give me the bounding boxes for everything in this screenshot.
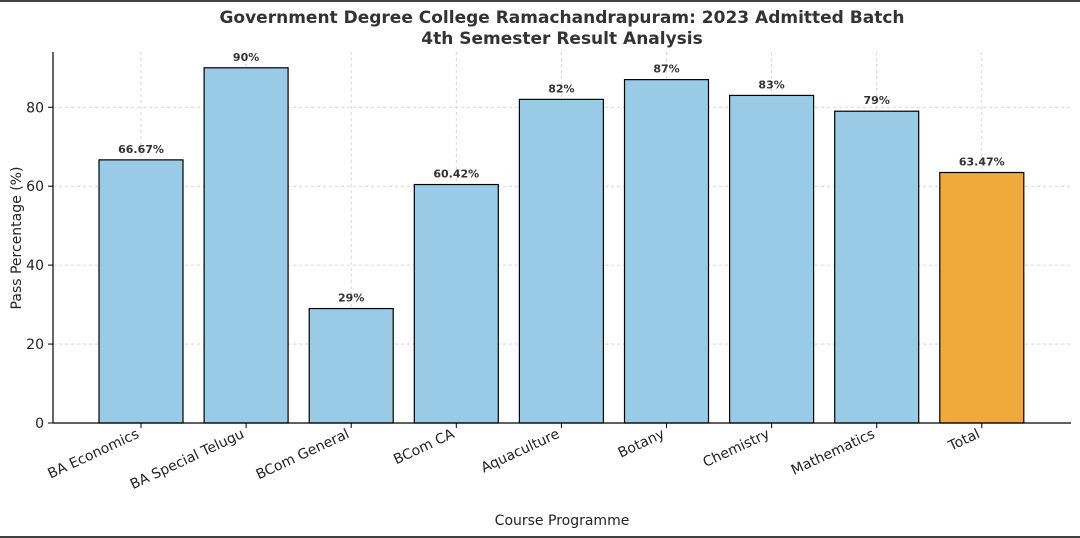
data-label: 90%: [233, 51, 259, 64]
bar-botany: [623, 79, 710, 424]
x-tick-label: Aquaculture: [479, 426, 562, 476]
y-tick-label: 60: [26, 179, 44, 195]
bar-ba-special-telugu: [203, 67, 289, 424]
data-label: 66.67%: [118, 143, 164, 156]
x-tick-label: Chemistry: [701, 426, 773, 471]
x-tick-label: BCom CA: [391, 426, 457, 468]
chart-subtitle: 4th Semester Result Analysis: [421, 29, 703, 49]
x-tick-label: Total: [945, 426, 982, 455]
x-tick-label: Mathematics: [789, 426, 878, 479]
data-label: 29%: [338, 292, 364, 305]
bar-total: [939, 171, 1025, 424]
y-tick-label: 20: [26, 337, 44, 353]
bar-mathematics: [834, 110, 920, 424]
data-label: 82%: [548, 82, 574, 95]
chart-title: Government Degree College Ramachandrapur…: [219, 8, 904, 28]
x-tick-label: BA Economics: [45, 426, 141, 482]
bar-aquaculture: [518, 98, 605, 424]
data-label: 63.47%: [959, 155, 1005, 168]
y-tick-label: 0: [35, 416, 44, 432]
x-tick-label: Botany: [616, 426, 668, 461]
x-tick-label: BCom General: [254, 426, 352, 483]
bar-bcom-general: [308, 307, 394, 424]
x-axis-label: Course Programme: [495, 513, 630, 529]
data-label: 60.42%: [433, 168, 479, 181]
y-tick-label: 40: [26, 258, 44, 274]
x-tick-label: BA Special Telugu: [128, 426, 247, 493]
bar-ba-economics: [98, 159, 184, 424]
bars: 66.67% 90% 29% 60.42% 82% 87% 83% 79% 63.47%: [98, 51, 1025, 424]
y-axis-label: Pass Percentage (%): [9, 167, 25, 310]
data-label: 83%: [758, 78, 784, 91]
data-label: 87%: [653, 63, 679, 76]
bar-bcom-ca: [413, 183, 499, 424]
bar-chemistry: [728, 94, 815, 424]
y-tick-label: 80: [26, 100, 44, 116]
data-label: 79%: [864, 94, 890, 107]
